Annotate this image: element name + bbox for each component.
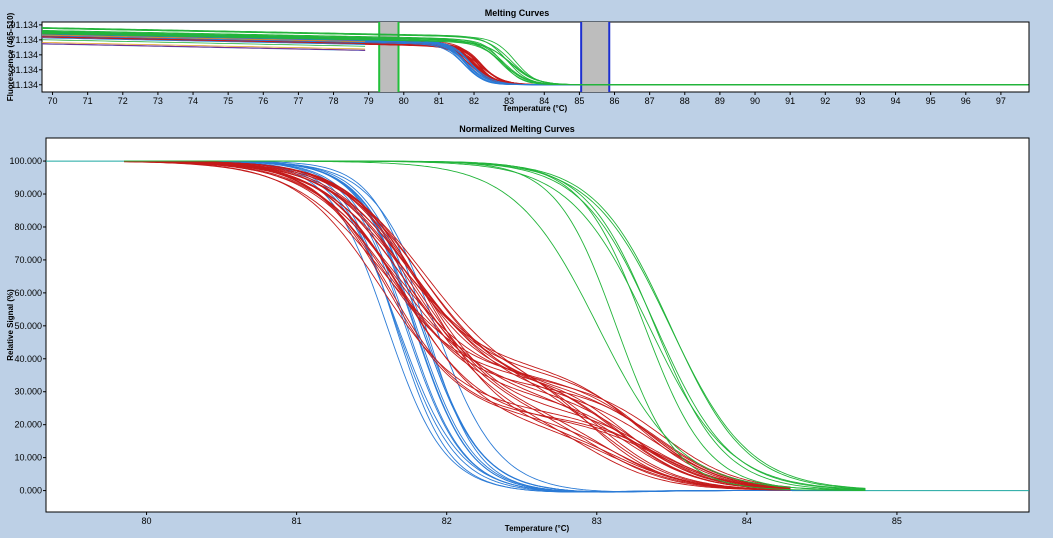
melting-xtick-label: 70 bbox=[48, 96, 58, 106]
melting-ytick-label: 11.134 bbox=[11, 80, 38, 90]
normalized-ytick-label: 20.000 bbox=[14, 420, 42, 430]
melting-curve-mixed bbox=[41, 43, 366, 51]
melting-xtick-label: 90 bbox=[750, 96, 760, 106]
melting-curve-blue bbox=[41, 33, 579, 86]
normalized-ytick-label: 30.000 bbox=[14, 387, 42, 397]
normalized-y-axis-label: Relative Signal (%) bbox=[6, 289, 15, 361]
melt-region-pre-melt[interactable] bbox=[379, 22, 399, 92]
melting-xtick-label: 72 bbox=[118, 96, 128, 106]
melting-y-axis-label: Fluorescence (465-510) bbox=[6, 12, 15, 101]
melting-xtick-label: 83 bbox=[504, 96, 514, 106]
normalized-xtick-label: 81 bbox=[292, 516, 302, 526]
melting-xtick-label: 75 bbox=[223, 96, 233, 106]
melting-xtick-label: 80 bbox=[399, 96, 409, 106]
melting-xtick-label: 95 bbox=[926, 96, 936, 106]
melting-xtick-label: 77 bbox=[293, 96, 303, 106]
normalized-curve-blue bbox=[124, 160, 866, 493]
melting-xtick-label: 73 bbox=[153, 96, 163, 106]
normalized-ytick-label: 90.000 bbox=[14, 189, 42, 199]
melting-curve-green bbox=[41, 31, 1029, 86]
melting-xtick-label: 87 bbox=[645, 96, 655, 106]
normalized-xtick-label: 83 bbox=[592, 516, 602, 526]
normalized-ytick-label: 100.000 bbox=[9, 156, 42, 166]
melting-curves-chart: Melting Curves 11.134 31.134 51.134 71.134 9… bbox=[6, 8, 1030, 113]
normalized-x-axis-label: Temperature (°C) bbox=[505, 524, 570, 533]
melting-x-axis-label: Temperature (°C) bbox=[503, 104, 568, 113]
melting-xtick-label: 71 bbox=[83, 96, 93, 106]
melting-xtick-label: 94 bbox=[891, 96, 901, 106]
melting-xtick-label: 78 bbox=[329, 96, 339, 106]
normalized-melting-curves-chart: Normalized Melting Curves 0.000 10.000 20.… bbox=[6, 124, 1030, 533]
normalized-ytick-label: 10.000 bbox=[14, 453, 42, 463]
normalized-ytick-label: 80.000 bbox=[14, 222, 42, 232]
melting-xtick-label: 76 bbox=[258, 96, 268, 106]
normalized-curve-green bbox=[124, 160, 866, 491]
normalized-ytick-label: 70.000 bbox=[14, 255, 42, 265]
melting-series-lines bbox=[41, 27, 1029, 86]
melting-ytick-label: 51.134 bbox=[10, 50, 38, 60]
normalized-xtick-label: 85 bbox=[892, 516, 902, 526]
normalized-xtick-label: 80 bbox=[142, 516, 152, 526]
normalized-ytick-label: 50.000 bbox=[14, 321, 42, 331]
normalized-curve-red bbox=[124, 160, 791, 490]
normalized-ytick-label: 0.000 bbox=[19, 486, 42, 496]
normalized-title: Normalized Melting Curves bbox=[459, 124, 575, 134]
melting-curve-mixed bbox=[41, 42, 366, 50]
melt-region-post-melt[interactable] bbox=[581, 22, 610, 92]
melting-curve-mixed bbox=[41, 37, 366, 45]
melting-ytick-label: 31.134 bbox=[10, 65, 38, 75]
melting-xtick-label: 85 bbox=[574, 96, 584, 106]
normalized-plot-area[interactable] bbox=[45, 137, 1030, 513]
melting-curve-mixed bbox=[41, 34, 366, 42]
melting-xtick-label: 81 bbox=[434, 96, 444, 106]
melting-xtick-label: 92 bbox=[820, 96, 830, 106]
normalized-curve-red bbox=[124, 160, 791, 490]
normalized-ytick-label: 60.000 bbox=[14, 288, 42, 298]
normalized-xtick-label: 84 bbox=[742, 516, 752, 526]
melting-ytick-label: 91.134 bbox=[10, 20, 38, 30]
melting-curve-mixed bbox=[41, 39, 366, 47]
melting-xtick-label: 74 bbox=[188, 96, 198, 106]
normalized-xtick-label: 82 bbox=[442, 516, 452, 526]
melting-curves-title: Melting Curves bbox=[485, 8, 550, 18]
melting-xtick-label: 88 bbox=[680, 96, 690, 106]
melting-xtick-label: 79 bbox=[364, 96, 374, 106]
normalized-curve-red bbox=[124, 160, 791, 491]
normalized-series-lines bbox=[46, 160, 1029, 493]
melting-xtick-label: 89 bbox=[715, 96, 725, 106]
normalized-ytick-label: 40.000 bbox=[14, 354, 42, 364]
melting-xtick-label: 84 bbox=[539, 96, 549, 106]
melting-xtick-label: 97 bbox=[996, 96, 1006, 106]
melting-xtick-label: 82 bbox=[469, 96, 479, 106]
melting-xtick-label: 91 bbox=[785, 96, 795, 106]
melting-xtick-label: 93 bbox=[855, 96, 865, 106]
melting-ytick-label: 71.134 bbox=[10, 35, 38, 45]
melting-xtick-label: 96 bbox=[961, 96, 971, 106]
melting-xtick-label: 86 bbox=[610, 96, 620, 106]
